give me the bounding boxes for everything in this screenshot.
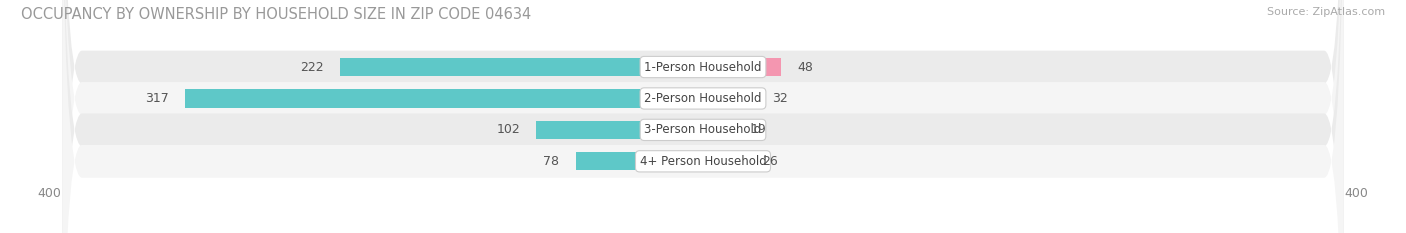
Text: 4+ Person Household: 4+ Person Household: [640, 155, 766, 168]
Bar: [536, 121, 703, 139]
Text: 1-Person Household: 1-Person Household: [644, 61, 762, 74]
Bar: [703, 152, 745, 170]
Bar: [703, 58, 782, 76]
Text: 2-Person Household: 2-Person Household: [644, 92, 762, 105]
Text: 102: 102: [496, 123, 520, 136]
FancyBboxPatch shape: [62, 0, 1344, 233]
Text: 26: 26: [762, 155, 778, 168]
Bar: [703, 89, 755, 108]
Bar: [703, 121, 734, 139]
Text: 32: 32: [772, 92, 787, 105]
Text: 78: 78: [543, 155, 560, 168]
Text: 3-Person Household: 3-Person Household: [644, 123, 762, 136]
Text: Source: ZipAtlas.com: Source: ZipAtlas.com: [1267, 7, 1385, 17]
FancyBboxPatch shape: [62, 0, 1344, 233]
Bar: [184, 89, 703, 108]
Text: OCCUPANCY BY OWNERSHIP BY HOUSEHOLD SIZE IN ZIP CODE 04634: OCCUPANCY BY OWNERSHIP BY HOUSEHOLD SIZE…: [21, 7, 531, 22]
Text: 317: 317: [145, 92, 169, 105]
Text: 222: 222: [299, 61, 323, 74]
Text: 19: 19: [751, 123, 766, 136]
FancyBboxPatch shape: [62, 0, 1344, 233]
FancyBboxPatch shape: [62, 0, 1344, 233]
Text: 48: 48: [797, 61, 814, 74]
Bar: [340, 58, 703, 76]
Bar: [575, 152, 703, 170]
